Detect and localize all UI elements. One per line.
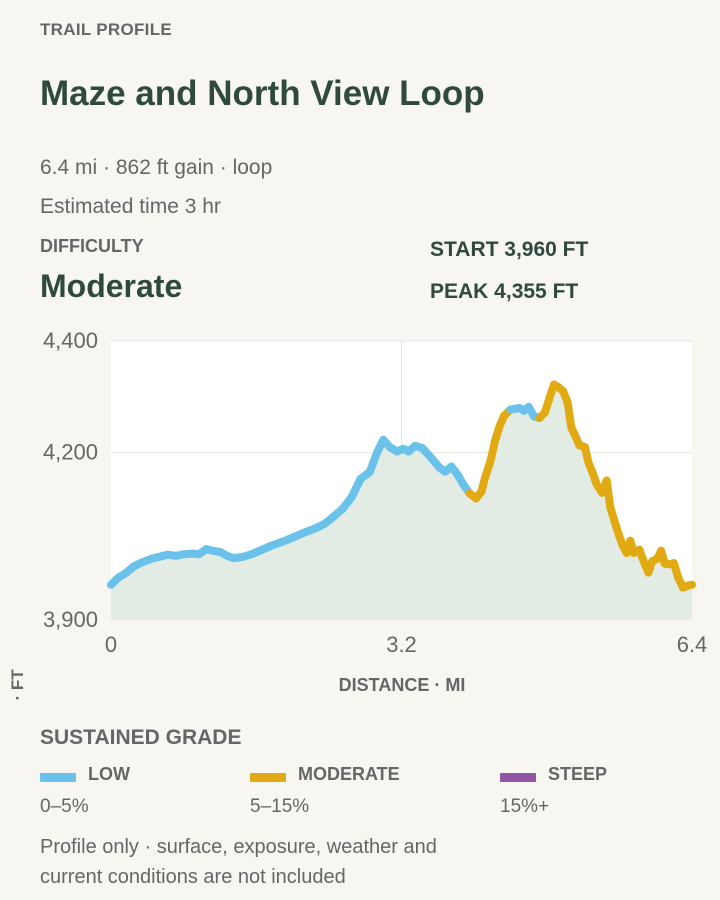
legend-range: 5–15%: [250, 796, 310, 817]
difficulty-label: DIFFICULTY: [40, 236, 144, 256]
peak-elevation: PEAK 4,355 FT: [430, 280, 579, 303]
y-tick-label: 4,200: [43, 440, 98, 465]
disclaimer-note: Profile only · surface, exposure, weathe…: [40, 836, 437, 888]
legend-label: MODERATE: [298, 764, 400, 784]
elevation-area: [111, 384, 692, 620]
x-tick-label: 3.2: [386, 632, 417, 657]
y-tick-label: 3,900: [43, 607, 98, 632]
legend-swatch-low: [40, 773, 76, 782]
legend-range: 15%+: [500, 796, 550, 817]
x-tick-label: 6.4: [677, 632, 708, 657]
x-tick-label: 0: [105, 632, 117, 657]
y-tick-label: 4,400: [43, 328, 98, 353]
legend-label: STEEP: [548, 764, 608, 784]
legend-title: SUSTAINED GRADE: [40, 726, 242, 749]
x-axis-title: DISTANCE · MI: [339, 675, 466, 695]
legend-swatch-steep: [500, 773, 536, 782]
x-axis-ticks: 0 3.2 6.4: [105, 632, 707, 657]
estimated-time: Estimated time 3 hr: [40, 195, 221, 218]
legend-swatch-moderate: [250, 773, 286, 782]
elevation-chart: 3,900 4,200 4,400 0 3.2 6.4 ELEVATION · FT D…: [8, 328, 707, 700]
profile-segment-moderate: [602, 476, 615, 512]
profile-segment-moderate: [563, 398, 576, 432]
section-eyebrow: TRAIL PROFILE: [40, 20, 173, 39]
profile-segment-moderate: [684, 580, 696, 590]
difficulty-value: Moderate: [40, 268, 183, 304]
legend-range: 0–5%: [40, 796, 89, 817]
y-axis-title: ELEVATION · FT: [8, 669, 27, 700]
trail-title: Maze and North View Loop: [40, 74, 485, 113]
start-elevation: START 3,960 FT: [430, 238, 589, 261]
legend-label: LOW: [88, 764, 130, 784]
elevation-profile-line: [107, 380, 696, 592]
y-axis-ticks: 3,900 4,200 4,400: [43, 328, 98, 632]
trail-summary: 6.4 mi · 862 ft gain · loop: [40, 156, 273, 179]
